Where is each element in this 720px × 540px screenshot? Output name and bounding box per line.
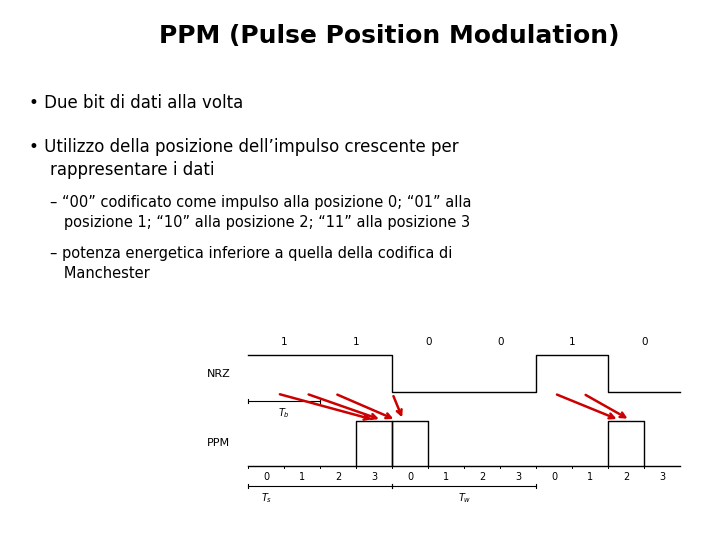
Text: – potenza energetica inferiore a quella della codifica di
   Manchester: – potenza energetica inferiore a quella … xyxy=(50,246,453,280)
Text: 1: 1 xyxy=(300,472,305,482)
Text: $T_b$: $T_b$ xyxy=(279,406,290,420)
Text: • Due bit di dati alla volta: • Due bit di dati alla volta xyxy=(29,94,243,112)
Text: • Utilizzo della posizione dell’impulso crescente per
    rappresentare i dati: • Utilizzo della posizione dell’impulso … xyxy=(29,138,459,179)
Text: 0: 0 xyxy=(425,338,432,347)
Text: 0: 0 xyxy=(497,338,504,347)
Text: 0: 0 xyxy=(264,472,269,482)
Text: 1: 1 xyxy=(353,338,360,347)
Text: 1: 1 xyxy=(588,472,593,482)
Text: 1: 1 xyxy=(444,472,449,482)
Text: 3: 3 xyxy=(660,472,665,482)
Text: PPM: PPM xyxy=(207,438,230,449)
Text: NRZ: NRZ xyxy=(207,369,230,379)
Text: 0: 0 xyxy=(408,472,413,482)
Text: 0: 0 xyxy=(641,338,648,347)
Text: 2: 2 xyxy=(624,472,629,482)
Text: 2: 2 xyxy=(480,472,485,482)
Text: 3: 3 xyxy=(516,472,521,482)
Text: $T_s$: $T_s$ xyxy=(261,491,272,505)
Text: PPM (Pulse Position Modulation): PPM (Pulse Position Modulation) xyxy=(158,24,619,48)
Text: 1: 1 xyxy=(281,338,288,347)
Text: 2: 2 xyxy=(336,472,341,482)
Text: – “00” codificato come impulso alla posizione 0; “01” alla
   posizione 1; “10” : – “00” codificato come impulso alla posi… xyxy=(50,195,472,230)
Text: 1: 1 xyxy=(569,338,576,347)
Text: $T_w$: $T_w$ xyxy=(458,491,471,505)
Text: 0: 0 xyxy=(552,472,557,482)
Text: 3: 3 xyxy=(372,472,377,482)
